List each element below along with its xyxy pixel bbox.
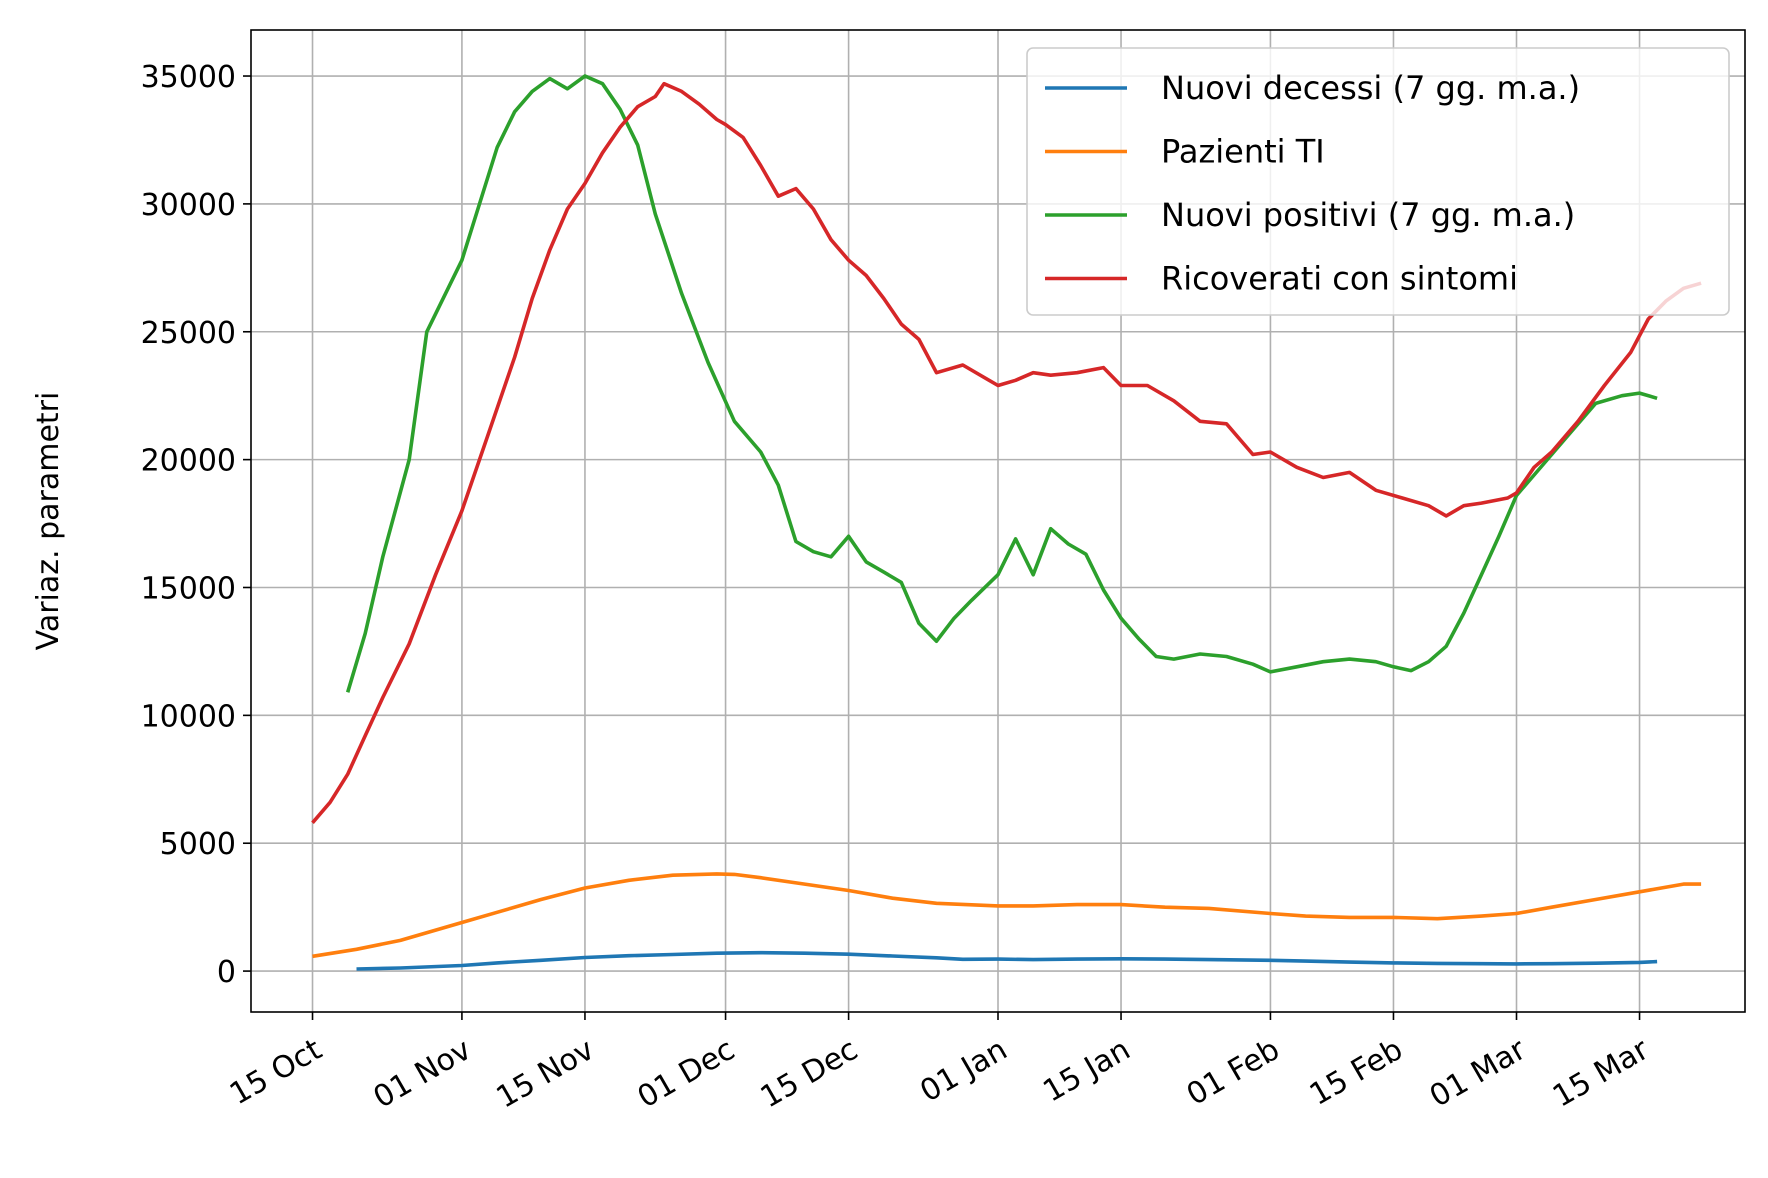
y-axis-label: Variaz. parametri <box>31 392 66 651</box>
y-tick-label: 20000 <box>141 444 236 479</box>
series-line-3 <box>345 74 1658 693</box>
legend-label: Pazienti TI <box>1161 133 1325 171</box>
series-line-1 <box>356 950 1658 971</box>
series-line-4 <box>311 81 1702 824</box>
y-tick-label: 5000 <box>160 827 236 862</box>
y-tick-label: 0 <box>217 955 236 990</box>
legend-label: Ricoverati con sintomi <box>1161 260 1518 298</box>
y-tick-label: 15000 <box>141 571 236 606</box>
legend: Nuovi decessi (7 gg. m.a.) Pazienti TI Nuo… <box>1026 47 1730 316</box>
series-line-2 <box>312 872 1702 959</box>
legend-label: Nuovi positivi (7 gg. m.a.) <box>1161 196 1575 234</box>
y-tick-label: 10000 <box>141 699 236 734</box>
y-tick-label: 25000 <box>141 316 236 351</box>
grid <box>251 30 1745 1012</box>
plot-area-frame <box>250 29 1746 1013</box>
y-tick-label: 35000 <box>141 60 236 95</box>
legend-label: Nuovi decessi (7 gg. m.a.) <box>1161 69 1580 107</box>
series-layer <box>311 74 1702 971</box>
y-tick-label: 30000 <box>141 188 236 223</box>
legend-box <box>1026 47 1730 316</box>
